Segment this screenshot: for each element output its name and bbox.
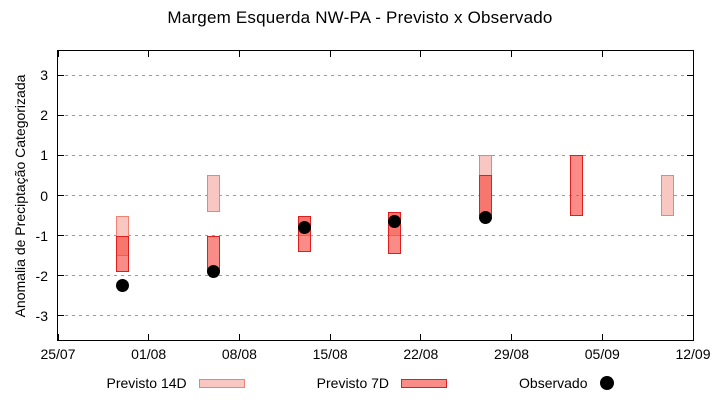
previsto-7d-bar: [116, 235, 130, 272]
previsto-7d-bar: [479, 175, 493, 216]
legend-label-previsto-14d: Previsto 14D: [106, 375, 187, 391]
previsto-7d-swatch-icon: [401, 378, 448, 388]
y-tick-right: [687, 74, 693, 76]
x-tick-top: [420, 51, 422, 57]
y-tick-left: [58, 275, 64, 277]
x-tick-label: 29/08: [494, 346, 530, 362]
previsto-14d-bar: [660, 175, 674, 216]
x-tick-label: 01/08: [131, 346, 167, 362]
legend-label-observado: Observado: [519, 375, 588, 391]
gridline: [58, 195, 693, 196]
observado-point: [116, 279, 130, 293]
y-tick-left: [58, 74, 64, 76]
x-tick-label: 22/08: [403, 346, 439, 362]
gridline: [58, 315, 693, 317]
observado-point: [297, 221, 311, 235]
gridline: [58, 275, 693, 277]
plot-area: [57, 50, 694, 341]
y-tick-label: 1: [40, 147, 48, 164]
gridline: [58, 74, 693, 76]
y-tick-label: -1: [35, 227, 48, 244]
y-tick-right: [687, 154, 693, 156]
y-tick-label: 2: [40, 107, 48, 124]
chart-title: Margem Esquerda NW-PA - Previsto x Obser…: [167, 8, 553, 27]
legend-label-previsto-7d: Previsto 7D: [316, 375, 390, 391]
x-tick-bottom: [601, 334, 603, 340]
legend: Previsto 14D Previsto 7D Observado: [0, 375, 720, 391]
previsto-14d-swatch-icon: [198, 378, 245, 388]
legend-item-previsto-14d: Previsto 14D: [107, 375, 245, 391]
y-tick-right: [687, 114, 693, 116]
observado-point: [388, 215, 402, 229]
x-tick-top: [601, 51, 603, 57]
y-tick-right: [687, 235, 693, 237]
y-tick-left: [58, 235, 64, 237]
x-tick-bottom: [420, 334, 422, 340]
legend-item-observado: Observado: [519, 375, 614, 391]
y-tick-right: [687, 315, 693, 317]
y-tick-right: [687, 275, 693, 277]
previsto-14d-bar: [207, 175, 220, 212]
x-tick-label: 05/09: [584, 346, 620, 362]
observado-dot-icon: [599, 376, 614, 390]
x-tick-label: 12/09: [675, 346, 711, 362]
x-tick-bottom: [511, 334, 513, 340]
x-tick-bottom: [238, 334, 240, 340]
y-tick-left: [58, 114, 64, 116]
x-tick-label: 15/08: [312, 346, 348, 362]
y-tick-label: 3: [40, 67, 48, 84]
observado-point: [479, 211, 493, 225]
x-tick-bottom: [148, 334, 150, 340]
x-tick-bottom: [57, 334, 59, 340]
gridline: [58, 114, 693, 116]
observado-point: [207, 265, 220, 279]
gridline: [58, 235, 693, 237]
legend-item-previsto-7d: Previsto 7D: [316, 375, 448, 391]
y-tick-label: -2: [35, 267, 48, 284]
x-tick-top: [148, 51, 150, 57]
gridline: [58, 154, 693, 156]
y-tick-label: -3: [35, 307, 48, 324]
x-tick-top: [511, 51, 513, 57]
y-tick-label: 0: [40, 187, 48, 204]
y-tick-left: [58, 154, 64, 156]
y-tick-left: [58, 315, 64, 317]
x-tick-top: [692, 51, 694, 57]
y-tick-right: [687, 195, 693, 196]
previsto-7d-bar: [569, 155, 583, 216]
y-tick-left: [58, 195, 64, 196]
x-tick-label: 25/07: [40, 346, 76, 362]
x-tick-bottom: [329, 334, 331, 340]
x-tick-top: [238, 51, 240, 57]
x-tick-top: [329, 51, 331, 57]
x-tick-bottom: [692, 334, 694, 340]
x-tick-label: 08/08: [221, 346, 257, 362]
x-tick-top: [57, 51, 59, 57]
